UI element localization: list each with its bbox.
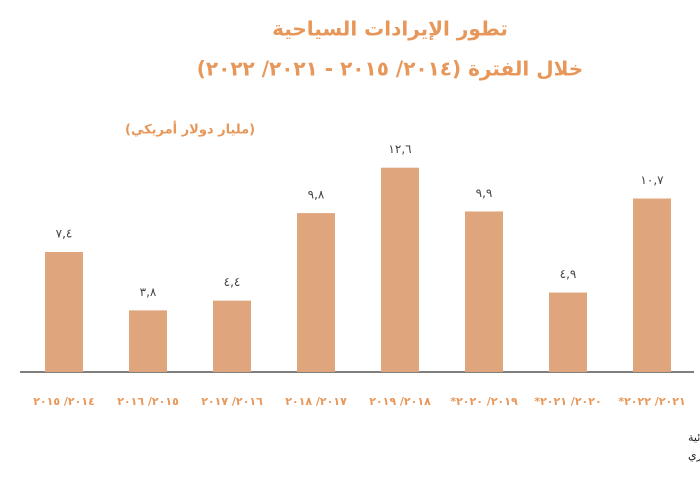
x-tick-label: ٢٠١٨/ ٢٠١٩ xyxy=(369,395,431,408)
bar xyxy=(465,211,503,372)
value-label: ٣,٨ xyxy=(140,285,157,299)
bar xyxy=(633,198,671,372)
value-label: ١٢,٦ xyxy=(388,142,411,156)
x-tick-label: ٢٠٢١/ ٢٠٢٢* xyxy=(618,395,685,408)
value-label: ١٠,٧ xyxy=(640,173,664,187)
value-label: ٤,٤ xyxy=(224,275,241,289)
chart-title: تطور الإيرادات السياحية xyxy=(272,17,508,41)
bar xyxy=(45,252,83,372)
x-tick-label: ٢٠١٧/ ٢٠١٨ xyxy=(285,395,347,408)
bar xyxy=(129,310,167,372)
value-label: ٩,٩ xyxy=(476,186,493,200)
source-note: المصدر: البنك المركزي المصري xyxy=(688,449,700,462)
value-label: ٧,٤ xyxy=(56,227,73,241)
x-tick-label: ٢٠١٩/ ٢٠٢٠* xyxy=(450,395,518,408)
y-axis-label: (مليار دولار أمريكي) xyxy=(125,121,255,138)
footnote: * أرقام مبدئية xyxy=(688,430,700,444)
bar xyxy=(381,167,419,372)
bar xyxy=(297,213,335,372)
bar xyxy=(213,300,251,372)
value-label: ٩,٨ xyxy=(308,188,325,202)
chart-subtitle: خلال الفترة (٢٠١٤/ ٢٠١٥ - ٢٠٢١/ ٢٠٢٢) xyxy=(197,57,583,81)
x-tick-label: ٢٠٢٠/ ٢٠٢١* xyxy=(534,395,601,408)
value-label: ٤,٩ xyxy=(560,267,577,281)
bar xyxy=(549,292,587,372)
x-tick-label: ٢٠١٤/ ٢٠١٥ xyxy=(33,395,95,408)
x-tick-label: ٢٠١٦/ ٢٠١٧ xyxy=(201,395,263,408)
x-tick-label: ٢٠١٥/ ٢٠١٦ xyxy=(117,395,179,408)
